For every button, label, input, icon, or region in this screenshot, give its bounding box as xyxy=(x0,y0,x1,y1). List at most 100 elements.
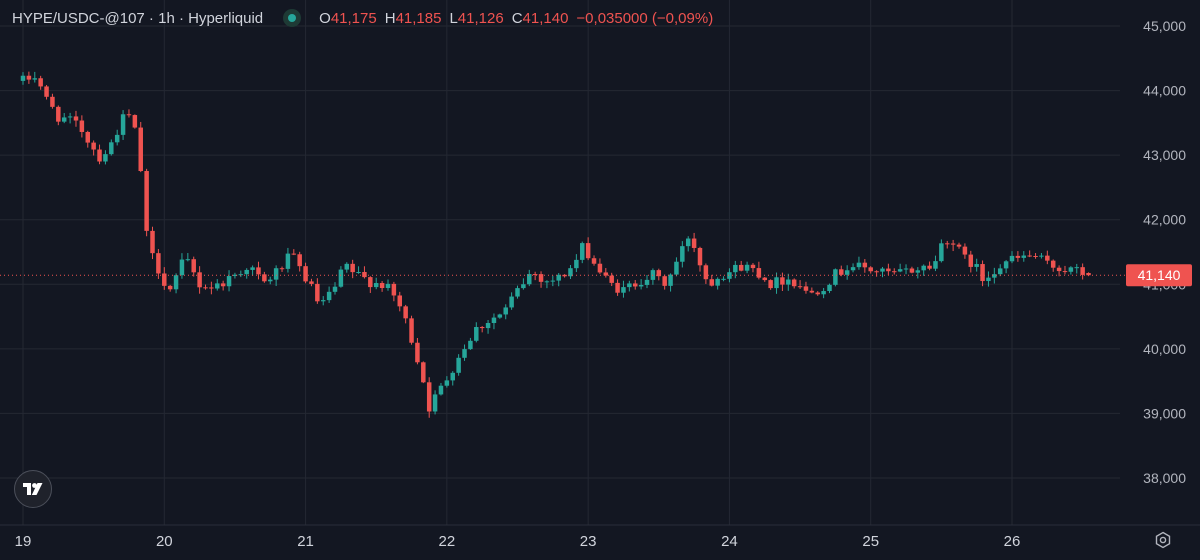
high-label: H xyxy=(384,9,396,27)
candle-body xyxy=(897,269,903,272)
change-value: −0,035000 (−0,09%) xyxy=(576,9,714,27)
candle xyxy=(538,271,544,288)
tradingview-logo-icon[interactable] xyxy=(14,470,52,508)
candle xyxy=(503,304,508,320)
candle xyxy=(868,266,873,274)
candle-body xyxy=(786,279,791,285)
candle xyxy=(992,267,997,284)
price-tick-label: 45,000 xyxy=(1143,18,1186,34)
candle-body xyxy=(1027,255,1032,257)
candle-body xyxy=(397,295,403,307)
candle xyxy=(803,281,809,294)
candle-body xyxy=(632,283,638,287)
candle xyxy=(815,291,820,296)
candle-body xyxy=(697,247,703,266)
candle xyxy=(945,240,950,249)
candle xyxy=(485,320,491,334)
candle xyxy=(409,315,414,345)
candle xyxy=(421,361,426,384)
candle xyxy=(844,265,850,280)
candle xyxy=(132,114,138,129)
candle-body xyxy=(721,278,726,280)
candle-body xyxy=(403,306,408,319)
candle xyxy=(886,263,891,276)
candle-body xyxy=(356,272,361,274)
candle xyxy=(780,272,785,291)
candle-body xyxy=(962,246,968,255)
candle xyxy=(156,249,161,279)
candle-body xyxy=(197,272,202,288)
candle-body xyxy=(232,274,238,277)
candle-body xyxy=(874,271,879,273)
time-axis[interactable]: 19 20 21 22 23 24 25 26 xyxy=(15,533,1021,550)
low-label: L xyxy=(449,9,458,27)
candle xyxy=(833,268,838,287)
candle xyxy=(915,267,921,279)
candle xyxy=(821,287,826,299)
candle-body xyxy=(727,272,732,279)
candle xyxy=(320,296,326,306)
candle xyxy=(203,284,208,290)
candle xyxy=(162,267,167,290)
settings-icon[interactable] xyxy=(1153,530,1173,550)
candle xyxy=(1056,265,1062,277)
candle-body xyxy=(26,75,32,80)
candle xyxy=(839,265,844,277)
candle-body xyxy=(986,277,991,282)
candle xyxy=(768,279,773,290)
candle-body xyxy=(621,287,626,293)
candle xyxy=(326,286,332,303)
candle xyxy=(897,263,903,273)
candle-body xyxy=(815,292,820,295)
candle xyxy=(167,284,173,292)
candle-body xyxy=(980,264,985,282)
candle xyxy=(662,274,667,290)
candle xyxy=(791,278,797,289)
candle xyxy=(285,247,291,273)
candle-body xyxy=(833,269,838,285)
low-value: 41,126 xyxy=(457,9,504,27)
candle-body xyxy=(415,342,420,363)
candle-body xyxy=(103,154,108,162)
candle xyxy=(980,260,985,287)
candle xyxy=(79,115,85,138)
candle-body xyxy=(774,277,779,289)
candle-body xyxy=(426,382,432,412)
candle-body xyxy=(915,270,921,273)
candle xyxy=(956,242,962,249)
candle xyxy=(244,268,249,279)
candle xyxy=(797,280,803,289)
candle xyxy=(997,264,1003,277)
candle xyxy=(291,249,297,256)
candle-body xyxy=(791,279,797,287)
candle xyxy=(215,279,220,291)
candle-body xyxy=(209,287,214,289)
candle-body xyxy=(1033,255,1038,257)
candle xyxy=(685,236,691,252)
candle-body xyxy=(956,244,962,247)
candle-body xyxy=(797,286,803,288)
candle-body xyxy=(532,274,538,276)
candle-body xyxy=(886,268,891,272)
candle-body xyxy=(1021,255,1027,258)
candle-body xyxy=(79,120,85,132)
candle xyxy=(362,266,367,279)
candle-body xyxy=(921,265,926,271)
candle xyxy=(191,256,196,277)
candle xyxy=(456,354,461,376)
market-status-icon xyxy=(283,9,302,27)
candle-body xyxy=(474,327,479,341)
candle xyxy=(432,390,438,415)
candle-body xyxy=(373,283,379,288)
candle-body xyxy=(839,269,844,275)
candle-body xyxy=(809,290,815,293)
candle-body xyxy=(703,265,709,280)
price-axis[interactable]: 45,00044,00043,00042,00041,00040,00039,0… xyxy=(1143,18,1186,486)
candle xyxy=(344,262,350,273)
symbol-title[interactable]: HYPE/USDC-@107 · 1h · Hyperliquid xyxy=(12,9,264,27)
candle-body xyxy=(250,267,255,270)
candle xyxy=(656,268,662,281)
candle-body xyxy=(850,267,856,271)
candle-body xyxy=(968,254,974,267)
